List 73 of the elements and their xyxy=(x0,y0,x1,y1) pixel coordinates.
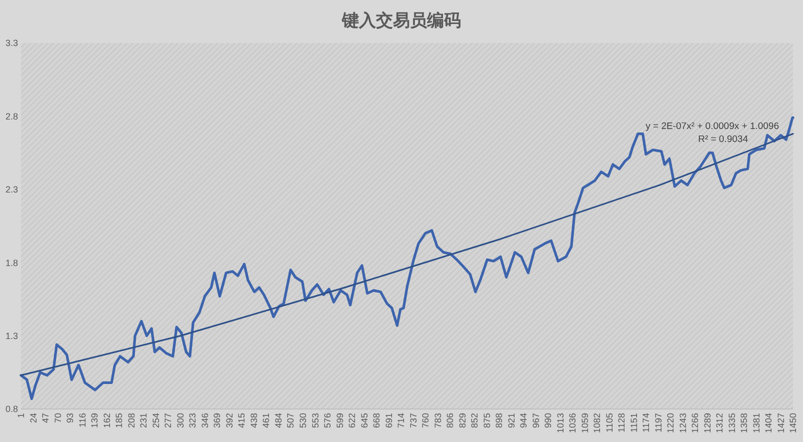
x-tick-label: 369 xyxy=(212,413,222,428)
x-tick-label: 714 xyxy=(396,413,406,428)
y-tick-label: 1.3 xyxy=(5,330,18,341)
x-tick-label: 944 xyxy=(518,413,529,428)
x-tick-label: 806 xyxy=(445,413,456,428)
x-tick-label: 990 xyxy=(543,413,554,428)
x-tick-label: 1151 xyxy=(628,413,639,432)
x-tick-label: 47 xyxy=(40,413,51,424)
x-tick-label: 1427 xyxy=(776,413,786,434)
x-tick-label: 1450 xyxy=(788,413,798,434)
x-tick-label: 277 xyxy=(163,413,174,428)
x-tick-label: 208 xyxy=(126,413,136,428)
x-tick-label: 622 xyxy=(347,413,358,428)
x-tick-label: 1059 xyxy=(580,413,590,434)
x-tick-label: 70 xyxy=(52,413,63,424)
x-tick-label: 1312 xyxy=(714,413,725,434)
x-tick-label: 1335 xyxy=(726,413,737,434)
x-tick-label: 116 xyxy=(77,413,88,428)
x-tick-label: 737 xyxy=(408,413,418,428)
x-tick-label: 668 xyxy=(372,413,382,428)
annotation: R² = 0.9034 xyxy=(698,134,748,145)
x-tick-label: 599 xyxy=(334,413,345,428)
x-tick-label: 93 xyxy=(65,413,76,424)
x-tick-label: 576 xyxy=(322,413,332,428)
x-tick-label: 1197 xyxy=(653,413,664,432)
x-tick-label: 967 xyxy=(530,413,541,428)
x-tick-label: 1243 xyxy=(678,413,688,434)
x-tick-label: 553 xyxy=(310,413,320,428)
x-tick-label: 24 xyxy=(28,413,38,424)
x-tick-label: 254 xyxy=(150,413,161,428)
x-tick-label: 461 xyxy=(261,413,272,428)
x-tick-label: 415 xyxy=(236,413,247,428)
x-tick-label: 1174 xyxy=(641,413,652,432)
x-tick-label: 875 xyxy=(482,413,492,428)
x-tick-label: 484 xyxy=(273,413,284,428)
x-tick-label: 898 xyxy=(494,413,504,428)
x-tick-label: 1289 xyxy=(702,413,712,434)
x-tick-label: 1266 xyxy=(690,413,700,434)
x-tick-label: 852 xyxy=(470,413,480,428)
x-tick-label: 1082 xyxy=(592,413,602,434)
x-tick-label: 1220 xyxy=(666,413,676,434)
x-tick-label: 1128 xyxy=(616,413,627,432)
x-tick-label: 392 xyxy=(224,413,234,428)
x-tick-label: 300 xyxy=(175,413,186,428)
x-tick-label: 323 xyxy=(188,413,198,428)
x-tick-label: 645 xyxy=(359,413,370,428)
x-tick-label: 1013 xyxy=(555,413,566,434)
x-tick-label: 921 xyxy=(506,413,516,428)
chart-title: 键入交易员编码 xyxy=(341,11,461,31)
x-tick-label: 162 xyxy=(102,413,112,428)
x-tick-label: 1358 xyxy=(739,413,750,434)
y-tick-label: 0.8 xyxy=(5,404,18,414)
x-tick-label: 691 xyxy=(384,413,394,428)
x-tick-label: 1404 xyxy=(764,413,774,434)
x-tick-label: 530 xyxy=(298,413,308,428)
x-tick-label: 829 xyxy=(457,413,468,428)
x-tick-label: 346 xyxy=(200,413,210,428)
x-tick-label: 1 xyxy=(16,413,26,418)
y-tick-label: 2.8 xyxy=(5,111,18,122)
y-tick-label: 3.3 xyxy=(5,38,18,48)
y-tick-label: 1.8 xyxy=(5,258,18,268)
x-tick-label: 231 xyxy=(138,413,149,428)
x-tick-label: 1036 xyxy=(568,413,578,434)
x-tick-label: 438 xyxy=(248,413,259,428)
annotation: y = 2E-07x² + 0.0009x + 1.0096 xyxy=(646,121,779,132)
y-tick-label: 2.3 xyxy=(5,184,18,195)
x-tick-label: 1105 xyxy=(604,413,614,432)
x-tick-label: 139 xyxy=(90,413,100,428)
x-tick-label: 185 xyxy=(114,413,124,428)
x-tick-label: 760 xyxy=(420,413,431,428)
x-tick-label: 1381 xyxy=(751,413,762,434)
x-tick-label: 507 xyxy=(286,413,296,428)
x-tick-label: 783 xyxy=(432,413,443,428)
